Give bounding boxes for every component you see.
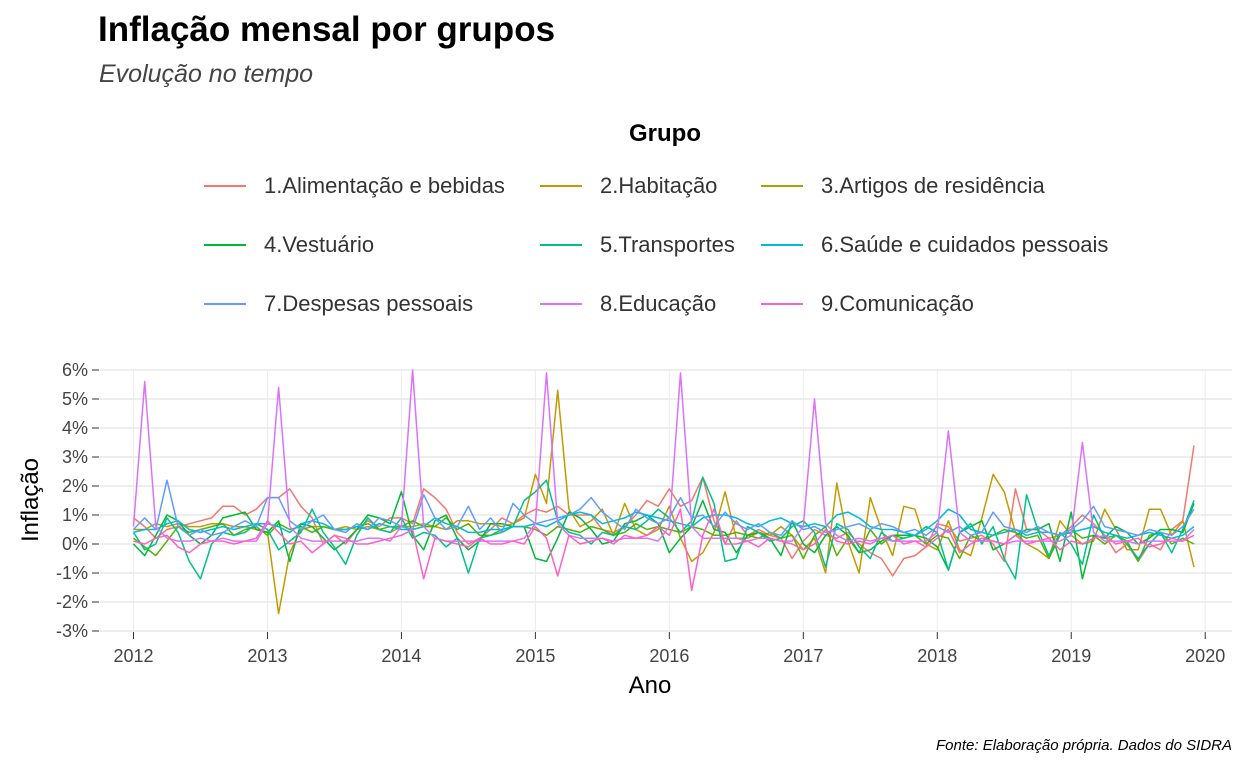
- legend-key: [761, 185, 803, 187]
- legend-item: 9.Comunicação: [757, 291, 974, 317]
- legend-item: 8.Educação: [536, 291, 716, 317]
- x-tick-label: 2013: [247, 646, 287, 666]
- legend-label: 4.Vestuário: [264, 232, 375, 257]
- legend-item: 1.Alimentação e bebidas: [200, 173, 505, 199]
- series-line-2: [133, 389, 1195, 615]
- y-tick-label: 0%: [62, 534, 88, 554]
- y-tick-label: 1%: [62, 505, 88, 525]
- y-axis-title: Inflação: [17, 458, 44, 542]
- y-axis-ticks: -3% -2% -1% 0% 1% 2% 3% 4% 5% 6%: [56, 360, 99, 641]
- legend-key: [204, 303, 246, 305]
- series-lines: [132, 369, 1195, 615]
- x-tick-label: 2019: [1051, 646, 1091, 666]
- legend-label: 5.Transportes: [600, 232, 735, 257]
- legend-key: [761, 303, 803, 305]
- y-tick-label: -2%: [56, 592, 88, 612]
- x-axis-ticks: 2012 2013 2014 2015 2016 2017 2018 2019 2020: [113, 632, 1225, 666]
- legend-item: 4.Vestuário: [200, 232, 374, 258]
- x-tick-label: 2017: [783, 646, 823, 666]
- x-tick-label: 2012: [113, 646, 153, 666]
- x-tick-label: 2015: [515, 646, 555, 666]
- legend-label: 8.Educação: [600, 291, 717, 316]
- legend-item: 6.Saúde e cuidados pessoais: [757, 232, 1108, 258]
- x-tick-label: 2018: [917, 646, 957, 666]
- legend-item: 2.Habitação: [536, 173, 717, 199]
- y-tick-label: 4%: [62, 418, 88, 438]
- series-line-5: [132, 476, 1195, 580]
- legend-key: [540, 303, 582, 305]
- legend: 1.Alimentação e bebidas 2.Habitação 3.Ar…: [200, 165, 1160, 335]
- caption: Fonte: Elaboração própria. Dados do SIDR…: [936, 737, 1232, 754]
- x-tick-label: 2016: [649, 646, 689, 666]
- y-tick-label: 5%: [62, 389, 88, 409]
- legend-label: 2.Habitação: [600, 173, 718, 198]
- grid-lines: [100, 369, 1232, 632]
- y-tick-label: 3%: [62, 447, 88, 467]
- legend-key: [540, 244, 582, 246]
- y-tick-label: 6%: [62, 360, 88, 380]
- legend-item: 5.Transportes: [536, 232, 735, 258]
- series-line-9: [133, 508, 1195, 592]
- x-tick-label: 2020: [1185, 646, 1225, 666]
- legend-key: [204, 185, 246, 187]
- legend-item: 3.Artigos de residência: [757, 173, 1045, 199]
- chart-subtitle: Evolução no tempo: [99, 60, 314, 88]
- legend-label: 1.Alimentação e bebidas: [264, 173, 505, 198]
- y-tick-label: 2%: [62, 476, 88, 496]
- y-tick-label: -3%: [56, 621, 88, 641]
- y-tick-label: -1%: [56, 563, 88, 583]
- legend-key: [204, 244, 246, 246]
- x-axis-title: Ano: [629, 672, 672, 699]
- chart-title: Inflação mensal por grupos: [98, 10, 556, 49]
- x-tick-label: 2014: [381, 646, 421, 666]
- legend-label: 6.Saúde e cuidados pessoais: [821, 232, 1109, 257]
- legend-item: 7.Despesas pessoais: [200, 291, 473, 317]
- legend-key: [540, 185, 582, 187]
- legend-label: 7.Despesas pessoais: [264, 291, 474, 316]
- legend-label: 9.Comunicação: [821, 291, 974, 316]
- legend-title: Grupo: [629, 120, 701, 147]
- series-line-1: [133, 445, 1195, 577]
- series-line-4: [132, 491, 1195, 580]
- series-line-7: [132, 479, 1195, 537]
- legend-key: [761, 244, 803, 246]
- series-line-3: [133, 517, 1195, 563]
- series-line-8: [132, 369, 1195, 545]
- legend-label: 3.Artigos de residência: [821, 173, 1045, 198]
